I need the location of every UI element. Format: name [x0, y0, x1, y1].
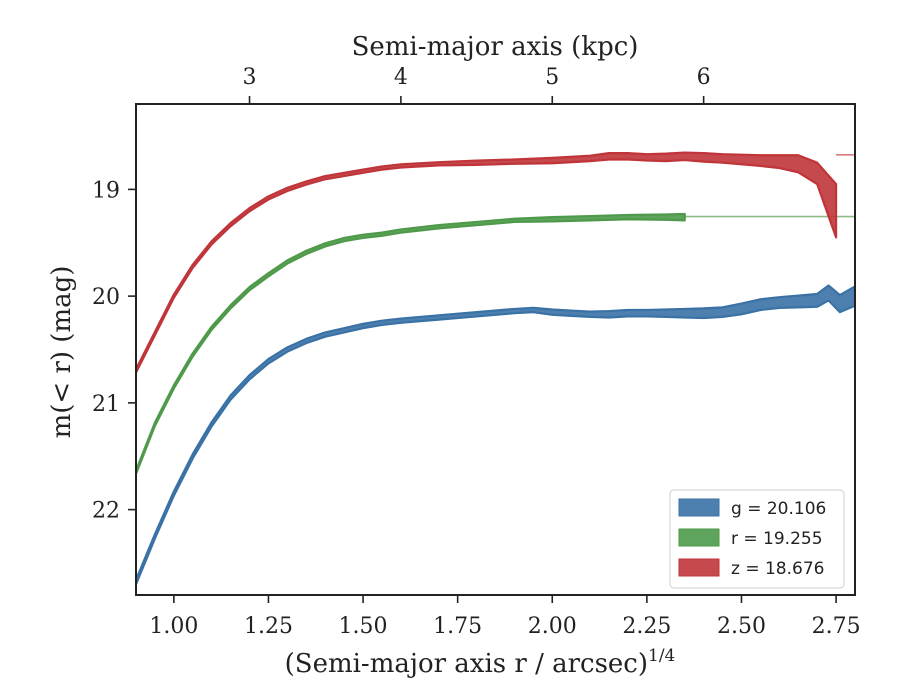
x-tick-label: 2.00: [528, 614, 577, 639]
legend-swatch-g: [678, 498, 720, 517]
legend-label-z: z = 18.676: [731, 559, 824, 579]
x-tick-label: 1.75: [433, 614, 482, 639]
y-tick-label: 19: [92, 178, 120, 203]
x-axis-label-text: (Semi-major axis r / arcsec): [285, 649, 648, 679]
y-tick-label: 20: [92, 285, 120, 310]
legend-swatch-z: [678, 558, 720, 577]
legend-label-r: r = 19.255: [731, 529, 823, 549]
band-z: [136, 151, 838, 374]
top-tick-label: 3: [243, 65, 257, 90]
y-tick-label: 21: [92, 392, 120, 417]
plot-frame: [135, 103, 856, 596]
top-tick-label: 5: [545, 65, 559, 90]
x-tick-label: 1.50: [339, 614, 388, 639]
top-tick-label: 6: [697, 65, 711, 90]
top-axis-label: Semi-major axis (kpc): [352, 32, 639, 62]
y-tick-label: 22: [92, 499, 120, 524]
x-tick-label: 2.25: [622, 614, 671, 639]
band-g: [136, 284, 855, 586]
x-tick-label: 2.75: [812, 614, 861, 639]
legend: g = 20.106 r = 19.255 z = 18.676: [669, 489, 845, 589]
legend-swatch-r: [678, 528, 720, 547]
legend-label-g: g = 20.106: [731, 499, 826, 519]
band-r: [136, 212, 686, 475]
x-tick-label: 2.50: [717, 614, 766, 639]
x-axis-label: (Semi-major axis r / arcsec)1/4: [285, 646, 676, 679]
x-tick-label: 1.25: [244, 614, 293, 639]
y-axis-label: m(< r) (mag): [47, 266, 77, 439]
x-tick-label: 1.00: [149, 614, 198, 639]
top-tick-label: 4: [394, 65, 408, 90]
x-axis-label-exponent: 1/4: [648, 646, 675, 666]
